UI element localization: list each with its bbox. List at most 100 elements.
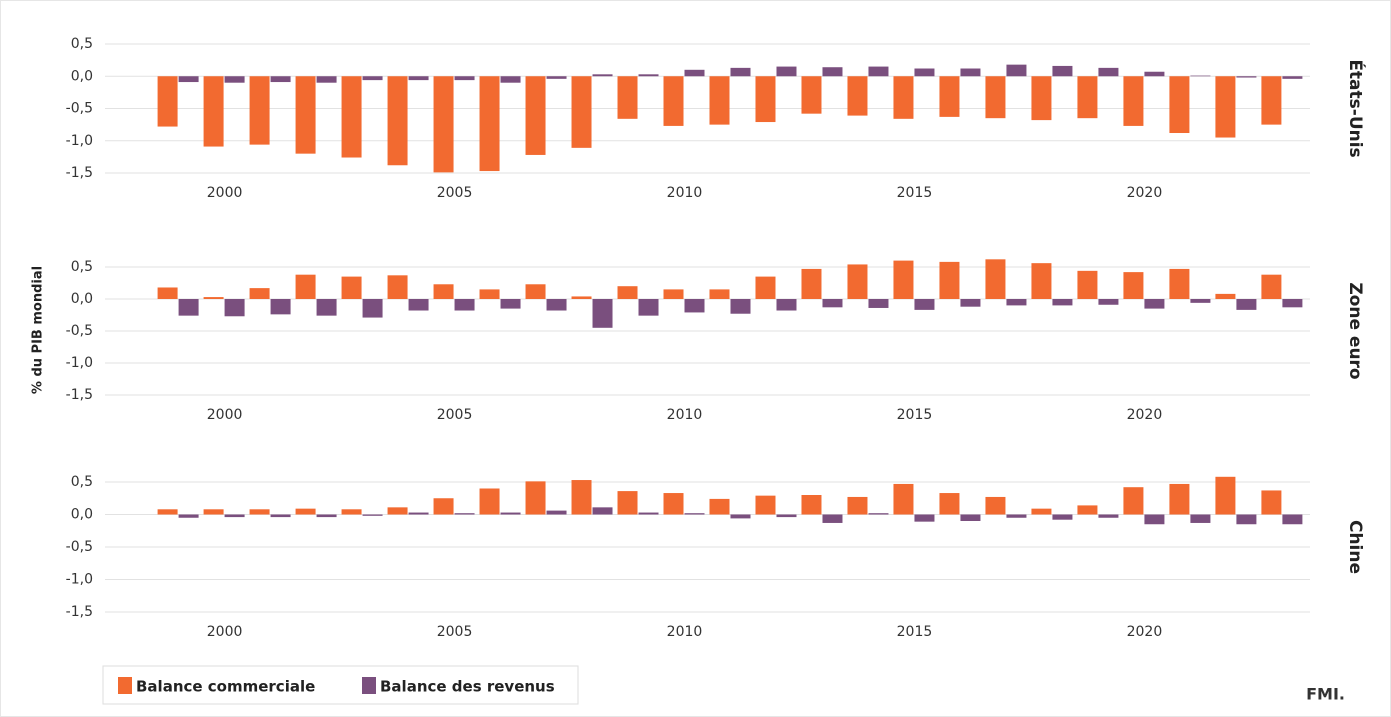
bar <box>638 512 659 515</box>
bar <box>1261 274 1282 299</box>
bar <box>868 66 889 77</box>
bar <box>617 491 638 515</box>
x-tick-label: 2015 <box>897 185 933 201</box>
bar <box>985 496 1006 515</box>
bar <box>362 514 383 516</box>
bar <box>1215 293 1236 299</box>
bar <box>592 74 613 77</box>
bar <box>433 284 454 299</box>
bar <box>939 76 960 117</box>
bar <box>224 76 245 83</box>
y-tick-label: -1,5 <box>66 165 93 181</box>
bar <box>617 286 638 299</box>
bar <box>776 66 797 77</box>
bar <box>1098 299 1119 305</box>
bar <box>546 299 567 311</box>
bar <box>408 512 429 515</box>
y-tick-label: 0,5 <box>71 474 93 490</box>
bar <box>1282 76 1303 79</box>
bar <box>1052 65 1073 77</box>
legend-box <box>102 665 579 705</box>
bar <box>1236 76 1257 78</box>
panel-title: Chine <box>1345 520 1365 574</box>
y-tick-label: -0,5 <box>66 323 93 339</box>
bar <box>893 483 914 515</box>
bar <box>592 299 613 328</box>
bar <box>914 299 935 310</box>
bar <box>985 259 1006 299</box>
bar <box>801 268 822 299</box>
bar <box>224 514 245 518</box>
y-tick-label: -1,5 <box>66 387 93 403</box>
bar <box>316 514 337 518</box>
bar <box>960 299 981 307</box>
bar <box>433 498 454 515</box>
bar <box>1190 75 1211 77</box>
x-tick-label: 2010 <box>667 185 703 201</box>
bar <box>1236 299 1257 310</box>
bar <box>847 76 868 116</box>
bar <box>709 289 730 299</box>
x-tick-label: 2010 <box>667 624 703 640</box>
bar <box>203 76 224 147</box>
bar <box>755 495 776 515</box>
bar <box>500 76 521 83</box>
legend-label: Balance des revenus <box>380 678 555 696</box>
bar <box>1098 514 1119 518</box>
bar <box>454 513 475 515</box>
x-tick-label: 2005 <box>437 624 473 640</box>
y-tick-label: -0,5 <box>66 101 93 117</box>
bar <box>270 514 291 518</box>
bar <box>1144 71 1165 77</box>
bar <box>1123 76 1144 126</box>
bar <box>684 299 705 313</box>
bar <box>801 76 822 114</box>
bar <box>1006 514 1027 518</box>
bar <box>479 76 500 172</box>
bar <box>663 493 684 515</box>
bar <box>178 299 199 316</box>
bar <box>1123 272 1144 299</box>
bar <box>479 488 500 515</box>
y-tick-label: 0,5 <box>71 36 93 52</box>
bar <box>479 289 500 299</box>
bar <box>939 493 960 515</box>
bar <box>546 76 567 79</box>
source: FMI. <box>1306 685 1345 704</box>
bar <box>433 76 454 173</box>
x-tick-label: 2000 <box>207 624 243 640</box>
bar <box>203 297 224 299</box>
bar <box>571 480 592 515</box>
bar <box>684 69 705 77</box>
bar <box>249 509 270 515</box>
bar <box>960 514 981 521</box>
bar <box>822 299 843 308</box>
bar <box>617 76 638 119</box>
bar <box>178 514 199 518</box>
legend-swatch <box>118 677 132 694</box>
bar <box>847 496 868 515</box>
bar <box>249 76 270 145</box>
bar <box>638 74 659 77</box>
bar <box>362 299 383 318</box>
bar <box>914 68 935 77</box>
bar <box>1123 487 1144 515</box>
bar <box>1169 76 1190 134</box>
bar <box>776 514 797 518</box>
x-tick-label: 2015 <box>897 407 933 423</box>
bar <box>408 76 429 81</box>
x-tick-label: 2020 <box>1127 185 1163 201</box>
bar <box>1190 299 1211 303</box>
bar <box>500 299 521 309</box>
y-tick-label: 0,0 <box>71 291 93 307</box>
bar <box>822 514 843 523</box>
x-tick-label: 2000 <box>207 185 243 201</box>
bar <box>847 264 868 299</box>
bar <box>730 67 751 77</box>
bar <box>341 276 362 299</box>
bar <box>157 76 178 127</box>
bar <box>730 514 751 519</box>
bar <box>684 513 705 515</box>
y-tick-label: 0,0 <box>71 68 93 84</box>
